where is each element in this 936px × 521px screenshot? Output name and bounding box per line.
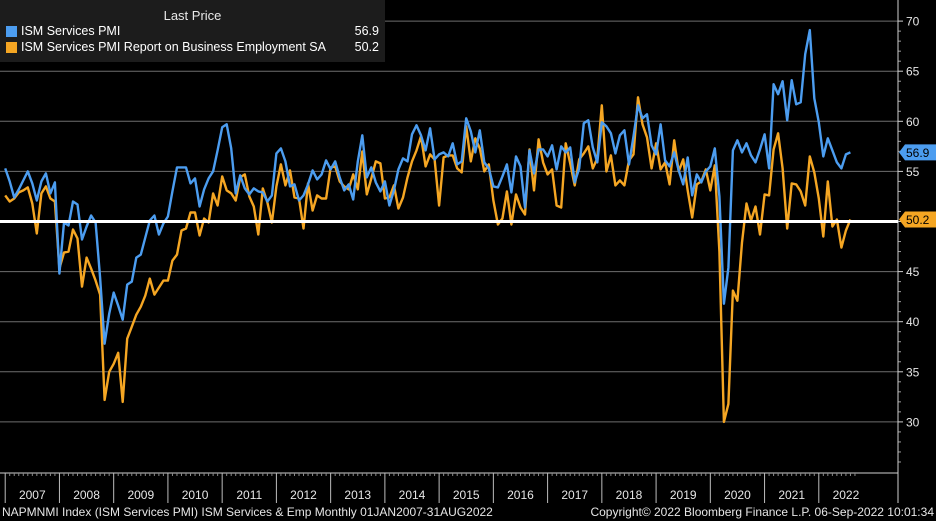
- x-tick-label-2008: 2008: [73, 488, 100, 502]
- x-tick-label-2019: 2019: [670, 488, 697, 502]
- y-tick-label-60: 60: [906, 115, 920, 129]
- y-tick-label-65: 65: [906, 65, 920, 79]
- x-tick-label-2021: 2021: [778, 488, 805, 502]
- x-tick-label-2017: 2017: [561, 488, 588, 502]
- legend-series-value: 56.9: [354, 24, 379, 38]
- x-tick-label-2013: 2013: [344, 488, 371, 502]
- last-value-label-blue: 56.9: [906, 146, 930, 160]
- y-tick-label-35: 35: [906, 365, 920, 379]
- legend-series-name: ISM Services PMI Report on Business Empl…: [21, 40, 326, 54]
- x-tick-label-2014: 2014: [399, 488, 426, 502]
- footer-copyright: Copyright© 2022 Bloomberg Finance L.P. 0…: [590, 505, 934, 519]
- x-tick-label-2007: 2007: [19, 488, 46, 502]
- x-tick-label-2015: 2015: [453, 488, 480, 502]
- x-tick-label-2018: 2018: [616, 488, 643, 502]
- x-tick-label-2011: 2011: [236, 488, 262, 502]
- legend-entry-services-pmi: ISM Services PMI 56.9: [6, 24, 383, 40]
- legend: Last Price ISM Services PMI 56.9 ISM Ser…: [0, 0, 385, 62]
- last-value-tag-orange: [899, 211, 936, 228]
- y-tick-label-45: 45: [906, 265, 920, 279]
- y-tick-label-40: 40: [906, 315, 920, 329]
- legend-series-value: 50.2: [354, 40, 379, 54]
- footer-ticker-info: NAPMNMI Index (ISM Services PMI) ISM Ser…: [2, 505, 493, 519]
- x-tick-label-2016: 2016: [507, 488, 534, 502]
- last-value-label-orange: 50.2: [906, 213, 930, 227]
- legend-swatch-blue: [6, 26, 17, 37]
- y-tick-label-30: 30: [906, 415, 920, 429]
- x-tick-label-2022: 2022: [833, 488, 860, 502]
- x-tick-label-2010: 2010: [182, 488, 209, 502]
- last-value-tag-blue: [899, 144, 936, 161]
- legend-title: Last Price: [163, 8, 222, 23]
- x-tick-label-2012: 2012: [290, 488, 317, 502]
- x-tick-label-2020: 2020: [724, 488, 751, 502]
- series-line-ism-services-pmi: [4, 28, 851, 345]
- legend-entry-employment: ISM Services PMI Report on Business Empl…: [6, 40, 383, 56]
- y-tick-label-70: 70: [906, 15, 920, 29]
- legend-series-name: ISM Services PMI: [21, 24, 121, 38]
- legend-swatch-orange: [6, 42, 17, 53]
- series-line-employment: [4, 96, 852, 424]
- x-tick-label-2009: 2009: [127, 488, 154, 502]
- y-tick-label-55: 55: [906, 165, 920, 179]
- footer-bar: NAPMNMI Index (ISM Services PMI) ISM Ser…: [0, 503, 936, 521]
